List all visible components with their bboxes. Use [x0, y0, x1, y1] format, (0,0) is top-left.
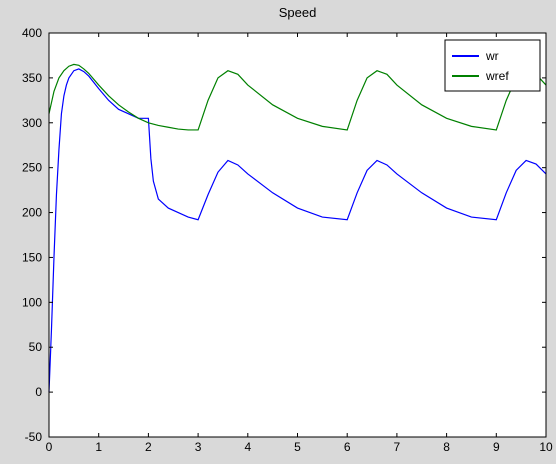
x-tick-label: 2	[145, 440, 152, 454]
legend-box	[444, 39, 541, 92]
x-tick-label: 10	[539, 440, 553, 454]
x-tick-label: 1	[95, 440, 102, 454]
y-tick-label: 250	[22, 161, 42, 175]
plot-area	[49, 33, 546, 437]
x-tick-label: 9	[493, 440, 500, 454]
y-tick-label: 50	[29, 340, 43, 354]
series-layer	[48, 63, 547, 393]
y-tick-label: 100	[22, 295, 42, 309]
y-tick-label: 200	[22, 206, 42, 220]
y-axis: -50 0 50 100 150 200 250 300 350 400	[22, 26, 546, 444]
chart-title: Speed	[279, 5, 317, 20]
x-tick-label: 5	[294, 440, 301, 454]
y-tick-label: -50	[25, 430, 43, 444]
x-tick-label: 0	[46, 440, 53, 454]
x-tick-label: 6	[344, 440, 351, 454]
y-tick-label: 0	[35, 385, 42, 399]
legend: wr wref	[444, 39, 541, 92]
series-line-wr	[48, 68, 547, 393]
y-tick-label: 150	[22, 250, 42, 264]
x-tick-label: 4	[244, 440, 251, 454]
y-tick-label: 400	[22, 26, 42, 40]
series-line-wref	[48, 63, 547, 131]
x-tick-label: 3	[195, 440, 202, 454]
y-tick-label: 350	[22, 71, 42, 85]
x-tick-label: 8	[443, 440, 450, 454]
legend-label-wr: wr	[485, 49, 499, 63]
x-tick-label: 7	[394, 440, 401, 454]
legend-label-wref: wref	[485, 69, 509, 83]
y-tick-label: 300	[22, 116, 42, 130]
x-axis: 0 1 2 3 4 5 6 7 8 9 10	[46, 33, 553, 454]
